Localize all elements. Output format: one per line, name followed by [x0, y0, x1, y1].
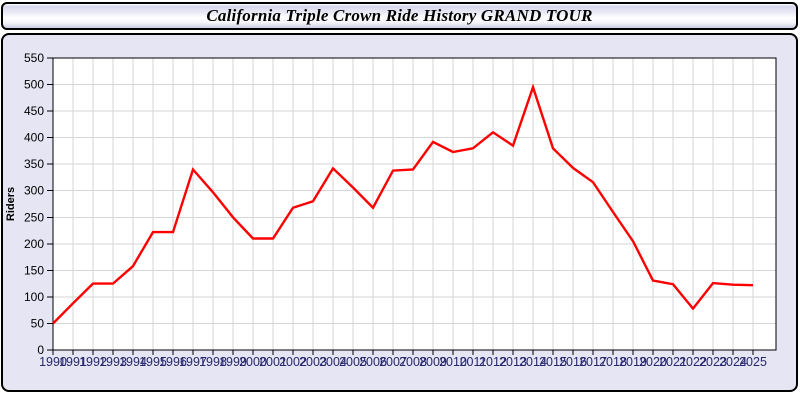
x-tick-label: 2009 [419, 355, 447, 369]
x-tick-label: 2016 [559, 355, 587, 369]
chart-title: California Triple Crown Ride History GRA… [206, 6, 593, 25]
x-tick-label: 2017 [579, 355, 607, 369]
x-tick-label: 1994 [119, 355, 147, 369]
x-tick-label: 2022 [679, 355, 707, 369]
x-tick-label: 1993 [99, 355, 127, 369]
x-tick-label: 2025 [739, 355, 767, 369]
x-tick-label: 1995 [139, 355, 167, 369]
x-tick-label: 1992 [79, 355, 107, 369]
x-tick-label: 2012 [479, 355, 507, 369]
y-tick-label: 100 [24, 290, 44, 304]
x-tick-label: 2015 [539, 355, 567, 369]
y-tick-label: 500 [24, 78, 44, 92]
y-axis-label: Riders [5, 187, 17, 221]
x-tick-label: 1991 [59, 355, 87, 369]
x-tick-label: 1997 [179, 355, 207, 369]
x-tick-label: 2023 [699, 355, 727, 369]
y-tick-label: 0 [37, 343, 44, 357]
y-tick-label: 450 [24, 104, 44, 118]
x-tick-label: 2005 [339, 355, 367, 369]
plot-area [53, 58, 776, 350]
x-tick-label: 1998 [199, 355, 227, 369]
x-tick-label: 2002 [279, 355, 307, 369]
y-tick-label: 200 [24, 237, 44, 251]
x-tick-label: 1996 [159, 355, 187, 369]
y-tick-label: 50 [31, 316, 45, 330]
x-tick-label: 2020 [639, 355, 667, 369]
x-tick-label: 1999 [219, 355, 247, 369]
x-tick-label: 2003 [299, 355, 327, 369]
y-tick-label: 400 [24, 131, 44, 145]
y-tick-label: 250 [24, 210, 44, 224]
x-tick-label: 2021 [659, 355, 687, 369]
x-tick-label: 2024 [719, 355, 747, 369]
y-tick-label: 300 [24, 184, 44, 198]
x-tick-label: 2019 [619, 355, 647, 369]
x-tick-label: 2010 [439, 355, 467, 369]
x-tick-label: 1990 [39, 355, 67, 369]
x-tick-label: 2008 [399, 355, 427, 369]
y-tick-label: 150 [24, 263, 44, 277]
y-tick-label: 550 [24, 51, 44, 65]
x-tick-label: 2000 [239, 355, 267, 369]
x-tick-label: 2013 [499, 355, 527, 369]
chart-title-bar: California Triple Crown Ride History GRA… [1, 2, 798, 30]
x-tick-label: 2004 [319, 355, 347, 369]
x-tick-label: 2011 [460, 355, 487, 369]
x-tick-label: 2014 [519, 355, 547, 369]
riders-line-series [52, 83, 754, 325]
x-tick-label: 2007 [379, 355, 407, 369]
x-tick-label: 2001 [259, 355, 287, 369]
plot-frame [52, 57, 777, 351]
x-tick-label: 2006 [359, 355, 387, 369]
y-tick-label: 350 [24, 157, 44, 171]
x-tick-label: 2018 [599, 355, 627, 369]
